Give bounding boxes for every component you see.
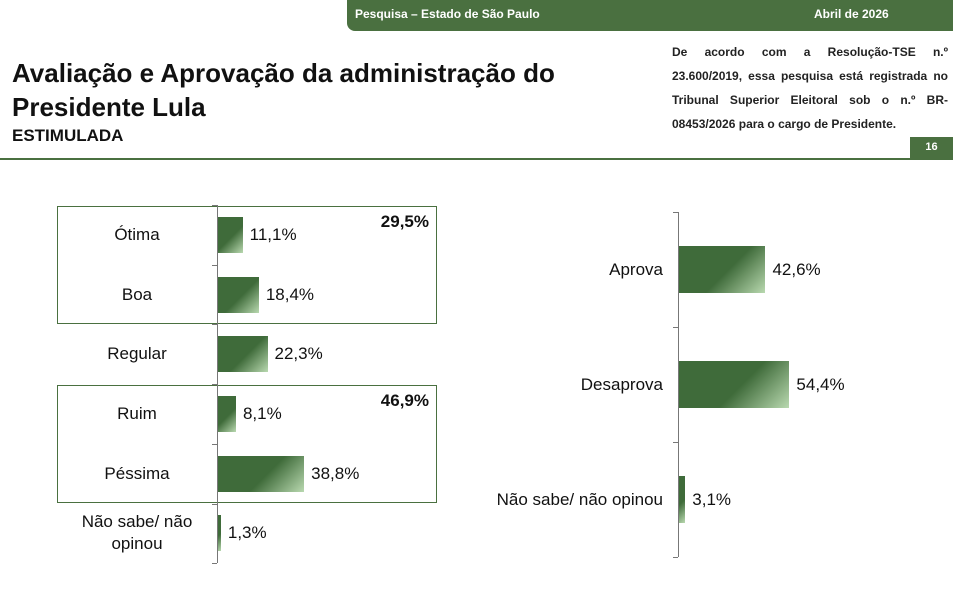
- bar: [679, 476, 686, 523]
- axis-tick: [212, 563, 217, 565]
- value-label: 22,3%: [274, 344, 323, 364]
- axis-tick: [212, 443, 217, 445]
- category-label: Desaprova: [580, 374, 663, 394]
- bar: [218, 336, 268, 373]
- axis-tick: [673, 557, 678, 558]
- bar: [679, 361, 790, 408]
- axis-tick: [212, 205, 217, 206]
- value-label: 8,1%: [242, 403, 282, 423]
- axis-tick: [212, 324, 217, 326]
- bar: [679, 246, 766, 293]
- axis-tick: [212, 503, 217, 505]
- bar: [218, 455, 305, 492]
- category-label: Ruim: [117, 403, 157, 423]
- category-label: Aprova: [609, 259, 663, 279]
- bar: [218, 216, 243, 253]
- axis-tick: [212, 264, 217, 266]
- note: De acordo com a Resolução-TSE n.º 23.600…: [672, 45, 948, 131]
- axis-tick: [673, 212, 678, 213]
- value-label: 18,4%: [265, 284, 315, 304]
- axis-tick: [673, 327, 678, 328]
- group-total: 46,9%: [380, 391, 429, 411]
- value-label: 3,1%: [692, 489, 732, 509]
- divider: [0, 158, 953, 160]
- category-label: Regular: [107, 344, 167, 364]
- value-label: 54,4%: [796, 374, 845, 394]
- value-label: 11,1%: [249, 224, 297, 244]
- page-number: 16: [910, 137, 953, 158]
- value-label: 42,6%: [772, 259, 821, 279]
- axis-line: [217, 205, 218, 564]
- group-box: [57, 206, 437, 325]
- category-label: Não sabe/ não opinou: [81, 512, 193, 554]
- category-label: Boa: [121, 284, 153, 304]
- header-left: Pesquisa – Estado de São Paulo: [355, 7, 540, 21]
- category-label: Péssima: [104, 463, 170, 483]
- value-label: 38,8%: [311, 463, 360, 483]
- header-bar: Pesquisa – Estado de São Paulo Abril de …: [347, 0, 953, 31]
- title: Avaliação e Aprovação da administração d…: [12, 58, 555, 122]
- group-total: 29,5%: [380, 212, 429, 231]
- axis-tick: [673, 442, 678, 443]
- category-label: Não sabe/ não opinou: [496, 489, 663, 509]
- bar: [218, 515, 221, 552]
- bar: [218, 276, 259, 313]
- value-label: 1,3%: [227, 523, 267, 543]
- axis-tick: [212, 384, 217, 386]
- category-label: Ótima: [114, 224, 160, 244]
- header-right: Abril de 2026: [814, 7, 889, 21]
- group-box: [57, 385, 437, 504]
- bar: [218, 395, 236, 432]
- axis-line: [678, 212, 679, 557]
- subtitle: ESTIMULADA: [12, 126, 124, 145]
